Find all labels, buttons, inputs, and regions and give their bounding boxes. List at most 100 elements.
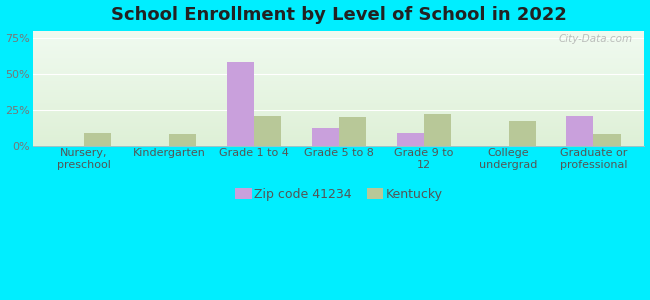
Bar bbox=[33, 51, 644, 52]
Bar bbox=[33, 116, 644, 117]
Bar bbox=[33, 118, 644, 119]
Bar bbox=[33, 133, 644, 134]
Bar bbox=[33, 84, 644, 85]
Bar bbox=[424, 114, 451, 146]
Bar bbox=[33, 98, 644, 99]
Bar bbox=[33, 64, 644, 65]
Bar bbox=[33, 31, 644, 32]
Bar bbox=[33, 86, 644, 87]
Bar bbox=[33, 50, 644, 51]
Bar bbox=[33, 121, 644, 122]
Bar bbox=[33, 69, 644, 70]
Bar bbox=[33, 78, 644, 79]
Bar bbox=[33, 138, 644, 139]
Bar bbox=[33, 87, 644, 88]
Bar bbox=[33, 40, 644, 41]
Bar bbox=[33, 111, 644, 112]
Bar bbox=[33, 107, 644, 108]
Bar bbox=[33, 91, 644, 92]
Bar bbox=[33, 67, 644, 68]
Bar bbox=[33, 43, 644, 44]
Bar bbox=[33, 123, 644, 124]
Bar bbox=[33, 141, 644, 142]
Bar bbox=[593, 134, 621, 146]
Bar bbox=[33, 42, 644, 43]
Bar bbox=[33, 104, 644, 105]
Bar bbox=[33, 32, 644, 33]
Bar bbox=[33, 96, 644, 97]
Bar bbox=[33, 139, 644, 140]
Bar bbox=[33, 130, 644, 131]
Bar bbox=[33, 36, 644, 37]
Bar bbox=[33, 47, 644, 48]
Bar bbox=[33, 76, 644, 77]
Bar bbox=[311, 128, 339, 146]
Bar bbox=[33, 144, 644, 145]
Bar bbox=[33, 129, 644, 130]
Bar bbox=[33, 57, 644, 58]
Bar bbox=[33, 37, 644, 38]
Bar bbox=[33, 119, 644, 120]
Bar bbox=[33, 62, 644, 63]
Bar bbox=[33, 81, 644, 82]
Bar bbox=[33, 33, 644, 34]
Bar bbox=[33, 114, 644, 115]
Bar bbox=[33, 97, 644, 98]
Bar bbox=[84, 133, 111, 146]
Bar bbox=[33, 52, 644, 53]
Bar bbox=[33, 79, 644, 80]
Bar bbox=[33, 110, 644, 111]
Bar bbox=[33, 46, 644, 47]
Bar bbox=[33, 131, 644, 132]
Bar bbox=[33, 100, 644, 101]
Bar bbox=[33, 101, 644, 102]
Bar bbox=[33, 66, 644, 67]
Bar bbox=[33, 41, 644, 42]
Bar bbox=[33, 135, 644, 136]
Bar bbox=[33, 40, 644, 41]
Bar bbox=[33, 72, 644, 73]
Bar bbox=[33, 122, 644, 123]
Bar bbox=[33, 80, 644, 81]
Bar bbox=[33, 75, 644, 76]
Bar bbox=[33, 59, 644, 60]
Bar bbox=[33, 106, 644, 107]
Bar bbox=[33, 124, 644, 125]
Bar bbox=[33, 105, 644, 106]
Bar bbox=[33, 54, 644, 55]
Bar bbox=[33, 70, 644, 71]
Bar bbox=[33, 53, 644, 54]
Bar bbox=[33, 140, 644, 141]
Bar bbox=[33, 38, 644, 39]
Bar bbox=[33, 65, 644, 66]
Bar bbox=[33, 35, 644, 36]
Bar bbox=[33, 68, 644, 69]
Bar bbox=[33, 71, 644, 72]
Bar bbox=[33, 48, 644, 49]
Bar bbox=[33, 115, 644, 116]
Bar bbox=[33, 61, 644, 62]
Bar bbox=[33, 39, 644, 40]
Bar bbox=[33, 44, 644, 45]
Bar bbox=[33, 88, 644, 89]
Bar bbox=[33, 58, 644, 59]
Bar bbox=[33, 117, 644, 118]
Bar bbox=[254, 116, 281, 146]
Bar bbox=[33, 93, 644, 94]
Bar bbox=[33, 77, 644, 78]
Bar bbox=[33, 132, 644, 133]
Bar bbox=[33, 103, 644, 104]
Bar bbox=[508, 121, 536, 146]
Bar bbox=[33, 85, 644, 86]
Title: School Enrollment by Level of School in 2022: School Enrollment by Level of School in … bbox=[111, 6, 567, 24]
Bar bbox=[33, 92, 644, 93]
Legend: Zip code 41234, Kentucky: Zip code 41234, Kentucky bbox=[230, 183, 447, 206]
Bar bbox=[33, 128, 644, 129]
Bar bbox=[33, 120, 644, 121]
Bar bbox=[33, 143, 644, 144]
Bar bbox=[33, 126, 644, 127]
Bar bbox=[33, 82, 644, 83]
Bar bbox=[169, 134, 196, 146]
Bar bbox=[33, 145, 644, 146]
Bar bbox=[566, 116, 593, 146]
